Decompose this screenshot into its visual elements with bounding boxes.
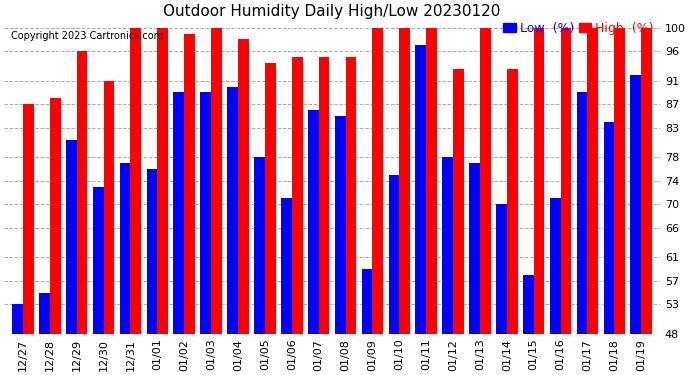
Bar [23,104,34,375]
Bar [173,92,184,375]
Text: Copyright 2023 Cartronics.com: Copyright 2023 Cartronics.com [11,31,163,41]
Bar [442,157,453,375]
Bar [362,269,373,375]
Bar [453,69,464,375]
Bar [211,28,222,375]
Bar [480,28,491,375]
Bar [146,169,157,375]
Bar [39,292,50,375]
Bar [50,98,61,375]
Bar [227,87,238,375]
Bar [415,45,426,375]
Bar [426,28,437,375]
Legend: Low  (%), High  (%): Low (%), High (%) [503,22,653,35]
Bar [120,163,130,375]
Bar [265,63,275,375]
Bar [604,122,614,375]
Bar [130,28,141,375]
Bar [577,92,587,375]
Bar [641,28,652,375]
Bar [308,110,319,375]
Bar [292,57,302,375]
Bar [373,28,383,375]
Bar [254,157,265,375]
Title: Outdoor Humidity Daily High/Low 20230120: Outdoor Humidity Daily High/Low 20230120 [164,4,501,19]
Bar [77,51,88,375]
Bar [496,204,506,375]
Bar [550,198,560,375]
Bar [238,39,249,375]
Bar [587,28,598,375]
Bar [66,140,77,375]
Bar [281,198,292,375]
Bar [533,28,544,375]
Bar [93,187,104,375]
Bar [614,28,625,375]
Bar [157,28,168,375]
Bar [319,57,329,375]
Bar [631,75,641,375]
Bar [560,28,571,375]
Bar [200,92,211,375]
Bar [400,28,410,375]
Bar [523,275,533,375]
Bar [469,163,480,375]
Bar [506,69,518,375]
Bar [12,304,23,375]
Bar [335,116,346,375]
Bar [388,175,400,375]
Bar [104,81,115,375]
Bar [346,57,356,375]
Bar [184,33,195,375]
